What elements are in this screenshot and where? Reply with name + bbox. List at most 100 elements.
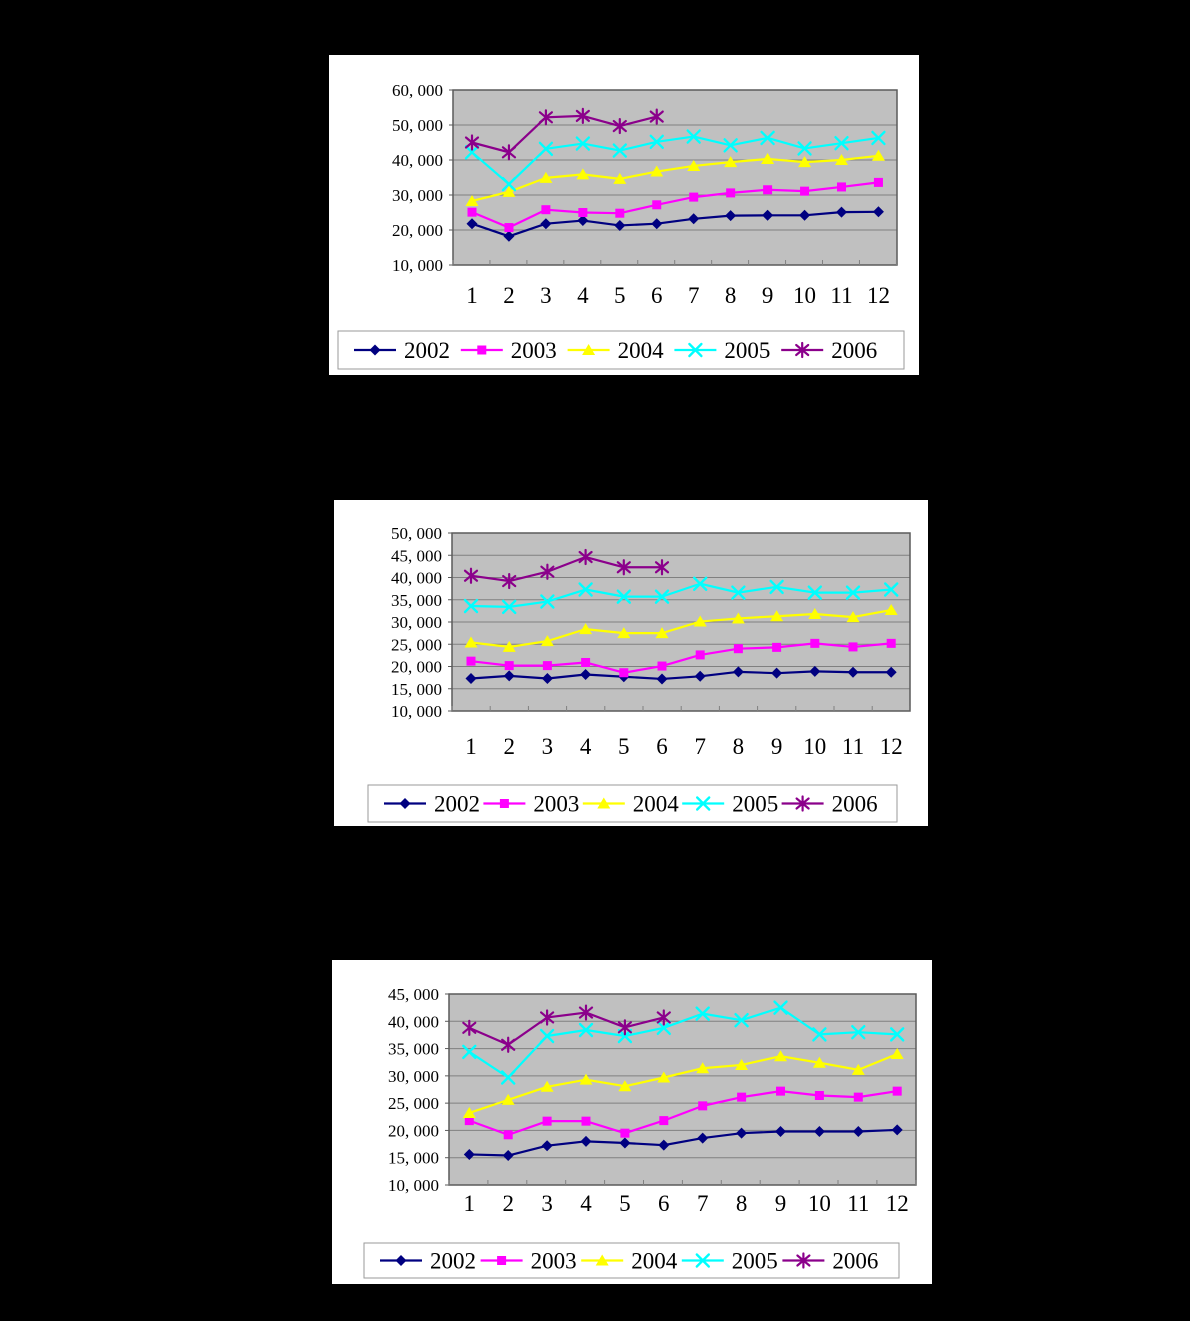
data-point-2003-10 <box>814 1091 824 1101</box>
data-point-2003-12 <box>886 638 896 648</box>
data-point-2006-2 <box>501 144 517 161</box>
data-point-2006-5 <box>612 117 627 135</box>
x-tick-label: 2 <box>503 283 515 308</box>
y-tick-label: 10, 000 <box>388 1176 439 1195</box>
data-point-2003-9 <box>776 1086 785 1096</box>
data-point-2005-7 <box>693 576 708 591</box>
data-point-2003-9 <box>763 185 773 195</box>
series-line-2002 <box>470 670 892 681</box>
x-tick-label: 5 <box>618 734 630 759</box>
data-point-2002-12 <box>891 1124 903 1136</box>
x-axis-labels: 1 2 3 4 5 6 7 8 9 10 11 12 <box>464 1191 909 1216</box>
data-point-2002-2 <box>502 1150 514 1162</box>
data-point-2002-10 <box>799 209 811 221</box>
data-point-2006-5 <box>617 1019 632 1036</box>
series-markers-2006 <box>463 548 670 590</box>
data-point-2006-6 <box>656 1009 671 1026</box>
data-point-2004-11 <box>846 611 860 623</box>
data-point-2004-4 <box>576 168 590 180</box>
data-point-2002-6 <box>651 218 663 230</box>
series-line-2006 <box>468 1011 665 1046</box>
gridlines <box>445 993 916 1186</box>
data-point-2002-8 <box>725 210 737 222</box>
data-point-2005-11 <box>845 585 861 600</box>
data-point-2003-1 <box>467 207 477 217</box>
x-tick-label: 3 <box>540 283 552 308</box>
series-markers-2002 <box>466 206 884 242</box>
data-point-2004-10 <box>798 156 812 168</box>
legend-item-2005: 2005 <box>681 1249 778 1274</box>
data-point-2006-3 <box>540 1009 555 1026</box>
legend-item-2003: 2003 <box>480 1249 577 1274</box>
data-point-2004-10 <box>812 1056 826 1068</box>
data-point-2004-2 <box>501 1093 515 1105</box>
y-tick-label: 40, 000 <box>392 151 443 170</box>
data-point-2004-3 <box>540 1080 554 1092</box>
data-point-2002-11 <box>847 666 859 678</box>
series-line-2004 <box>468 1053 898 1115</box>
x-tick-label: 4 <box>577 283 589 308</box>
legend-item-2006: 2006 <box>781 792 878 817</box>
data-point-2004-1 <box>462 1106 476 1118</box>
legend-marker-2004 <box>595 1254 609 1266</box>
data-point-2003-8 <box>737 1092 747 1102</box>
data-point-2005-11 <box>851 1025 866 1040</box>
data-point-2003-2 <box>504 661 514 671</box>
data-point-2005-12 <box>871 130 886 146</box>
y-tick-label: 30, 000 <box>388 1067 439 1086</box>
data-point-2005-6 <box>656 1020 671 1036</box>
data-point-2003-5 <box>619 668 629 678</box>
data-point-2002-5 <box>614 219 626 231</box>
x-tick-label: 6 <box>658 1191 670 1216</box>
x-axis-ticks <box>448 1180 917 1185</box>
legend-marker-2002 <box>395 1255 407 1266</box>
series-markers-2004 <box>465 149 885 206</box>
y-tick-label: 10, 000 <box>392 256 443 275</box>
data-point-2002-10 <box>813 1126 825 1138</box>
legend-item-2002: 2002 <box>354 338 450 363</box>
series-line-2006 <box>471 114 658 154</box>
data-point-2002-8 <box>732 666 744 678</box>
data-point-2002-3 <box>540 218 552 230</box>
series-markers-2006 <box>464 107 664 161</box>
x-tick-label: 12 <box>880 734 903 759</box>
data-point-2004-1 <box>464 636 478 648</box>
data-point-2006-1 <box>462 1019 477 1036</box>
data-point-2002-4 <box>580 669 592 681</box>
data-point-2005-8 <box>723 138 738 153</box>
data-point-2004-6 <box>657 1071 671 1083</box>
x-tick-label: 7 <box>697 1191 709 1216</box>
series-markers-2002 <box>463 1124 903 1162</box>
legend-marker-2003 <box>497 1256 507 1265</box>
data-point-2004-1 <box>465 194 479 206</box>
data-point-2003-2 <box>504 223 514 233</box>
data-point-2005-11 <box>834 136 849 151</box>
data-point-2005-1 <box>462 1044 477 1060</box>
legend-marker-2006 <box>795 795 810 812</box>
data-point-2006-4 <box>578 548 593 566</box>
legend: 2002 2003 2004 2005 2006 <box>363 1242 900 1279</box>
data-point-2005-7 <box>686 129 701 144</box>
data-point-2005-2 <box>502 599 517 615</box>
y-tick-label: 60, 000 <box>392 81 443 100</box>
legend-marker-2003 <box>477 345 487 355</box>
series-line-2005 <box>470 582 892 608</box>
data-point-2005-10 <box>812 1027 827 1042</box>
legend-marker-2006 <box>795 341 810 359</box>
legend-marker-2002 <box>399 798 411 809</box>
monthly-series-chart-1: 60, 000 50, 000 40, 000 30, 000 20, 000 10, 0… <box>329 55 919 375</box>
data-point-2005-1 <box>463 598 479 614</box>
x-tick-label: 5 <box>614 283 626 308</box>
y-axis-labels: 50, 000 45, 000 40, 000 35, 000 30, 000 25, 0… <box>391 524 442 721</box>
legend-label-2004: 2004 <box>631 1249 678 1274</box>
x-tick-label: 10 <box>793 283 816 308</box>
data-point-2002-3 <box>541 673 553 685</box>
series-line-2004 <box>471 154 879 203</box>
x-tick-label: 6 <box>651 283 663 308</box>
data-point-2003-2 <box>503 1130 513 1140</box>
series-markers-2003 <box>467 177 883 233</box>
data-point-2006-3 <box>538 109 553 126</box>
y-axis-labels: 45, 000 40, 000 35, 000 30, 000 25, 000 20, 0… <box>388 985 439 1195</box>
x-tick-label: 11 <box>830 283 852 308</box>
legend-label-2004: 2004 <box>618 338 665 363</box>
